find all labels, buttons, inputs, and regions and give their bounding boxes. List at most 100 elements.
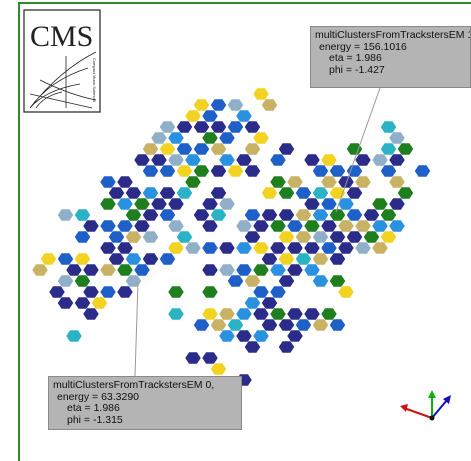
- calo-cell: [270, 264, 286, 276]
- calo-cell: [347, 231, 363, 243]
- calo-cell: [185, 242, 201, 254]
- calo-cell: [287, 176, 303, 188]
- calo-cell: [100, 176, 116, 188]
- calo-cell: [262, 253, 278, 265]
- calo-cell: [185, 352, 201, 364]
- calo-cell: [245, 231, 261, 243]
- calo-cell: [270, 308, 286, 320]
- calo-cell: [262, 209, 278, 221]
- calo-cell: [364, 231, 380, 243]
- calo-cell: [117, 198, 133, 210]
- calo-cell: [270, 176, 286, 188]
- calo-cell: [219, 132, 235, 144]
- calo-cell: [194, 209, 210, 221]
- calo-cell: [219, 308, 235, 320]
- calo-cell: [194, 143, 210, 155]
- calo-cell: [185, 110, 201, 122]
- calo-cell: [202, 132, 218, 144]
- calo-cell: [253, 132, 269, 144]
- calo-cell: [236, 220, 252, 232]
- calo-cell: [245, 341, 261, 353]
- calo-cell: [321, 242, 337, 254]
- calo-cell: [287, 242, 303, 254]
- calo-cell: [58, 297, 74, 309]
- calo-cell: [219, 198, 235, 210]
- calo-cell: [117, 264, 133, 276]
- annotation-line: multiClustersFromTrackstersEM 1,: [315, 30, 466, 42]
- calo-cell: [279, 187, 295, 199]
- calo-cell: [92, 297, 108, 309]
- x-arrow: [400, 404, 408, 412]
- calo-cell: [381, 121, 397, 133]
- calo-cell: [236, 110, 252, 122]
- calo-cell: [287, 330, 303, 342]
- calo-cell: [202, 198, 218, 210]
- calo-cell: [66, 330, 82, 342]
- calo-cell: [355, 176, 371, 188]
- calo-cell: [355, 242, 371, 254]
- calo-cell: [236, 330, 252, 342]
- calo-cell: [126, 253, 142, 265]
- calo-cell: [330, 209, 346, 221]
- calo-cell: [287, 308, 303, 320]
- calo-cell: [389, 154, 405, 166]
- calo-cell: [160, 209, 176, 221]
- calo-cell: [389, 176, 405, 188]
- calo-cell: [41, 253, 57, 265]
- calo-cell: [202, 110, 218, 122]
- calo-cell: [202, 308, 218, 320]
- calo-cell: [304, 220, 320, 232]
- calo-cell: [296, 187, 312, 199]
- annotation: multiClustersFromTrackstersEM 1, energy …: [310, 26, 471, 88]
- calo-cell: [321, 198, 337, 210]
- calo-cell: [134, 264, 150, 276]
- origin: [430, 416, 435, 421]
- calo-cell: [287, 220, 303, 232]
- z-axis: [432, 400, 447, 418]
- calo-cell: [83, 286, 99, 298]
- calo-cell: [279, 275, 295, 287]
- calo-cell: [279, 253, 295, 265]
- calo-cell: [126, 231, 142, 243]
- calo-cell: [287, 264, 303, 276]
- calo-cell: [355, 220, 371, 232]
- calo-cell: [236, 308, 252, 320]
- x-axis: [404, 408, 432, 418]
- calo-cell: [117, 286, 133, 298]
- calo-cell: [143, 209, 159, 221]
- calo-cell: [185, 154, 201, 166]
- calo-cell: [32, 264, 48, 276]
- calo-cell: [321, 154, 337, 166]
- calo-cell: [211, 99, 227, 111]
- calo-cell: [143, 231, 159, 243]
- calo-cell: [75, 231, 91, 243]
- calo-cell: [313, 165, 329, 177]
- calo-cell: [313, 209, 329, 221]
- calo-cell: [202, 242, 218, 254]
- calo-cell: [253, 286, 269, 298]
- calo-cell: [372, 198, 388, 210]
- annotation-line: eta = 1.986: [53, 403, 237, 415]
- calo-cell: [151, 198, 167, 210]
- calo-cell: [313, 253, 329, 265]
- calo-cell: [338, 286, 354, 298]
- calo-cell: [160, 121, 176, 133]
- calo-cell: [177, 121, 193, 133]
- calo-cell: [389, 198, 405, 210]
- calo-cell: [211, 319, 227, 331]
- calo-cell: [202, 220, 218, 232]
- calo-cell: [126, 275, 142, 287]
- calo-cell: [202, 286, 218, 298]
- calo-cell: [228, 165, 244, 177]
- calo-cell: [75, 253, 91, 265]
- calo-cell: [117, 242, 133, 254]
- calo-cell: [372, 154, 388, 166]
- calo-cell: [160, 143, 176, 155]
- calo-cell: [100, 220, 116, 232]
- calo-cell: [270, 220, 286, 232]
- calo-cell: [168, 242, 184, 254]
- calo-cell: [372, 242, 388, 254]
- calo-cell: [211, 121, 227, 133]
- calo-cell: [219, 154, 235, 166]
- calo-cell: [304, 154, 320, 166]
